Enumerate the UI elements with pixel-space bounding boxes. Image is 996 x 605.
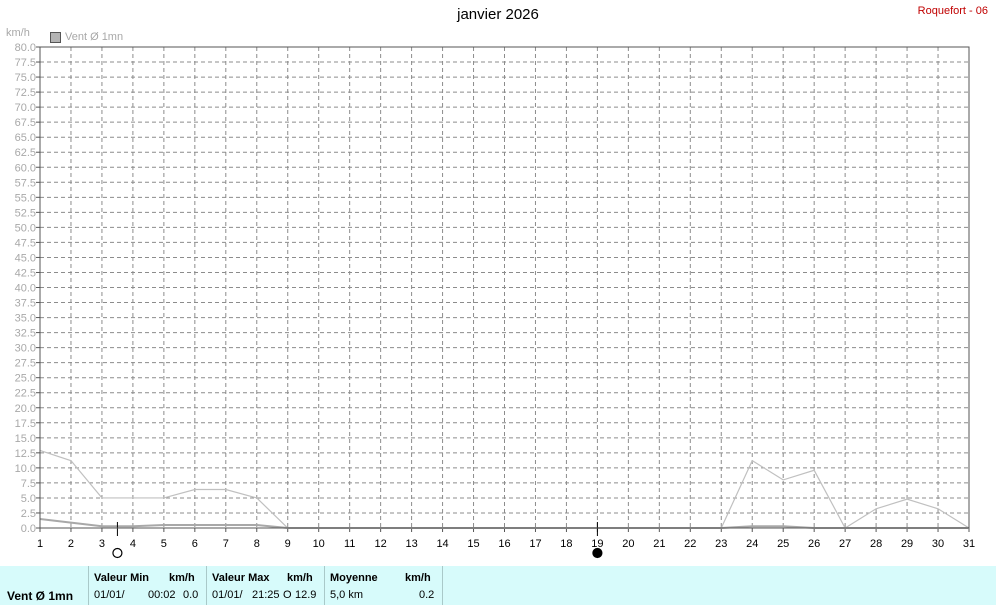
x-tick-label: 7	[223, 538, 229, 550]
x-tick-label: 16	[498, 538, 510, 550]
mean-label: Moyenne	[330, 572, 378, 584]
y-tick-label: 20.0	[15, 403, 36, 415]
x-tick-label: 31	[963, 538, 975, 550]
y-tick-label: 62.5	[15, 147, 36, 159]
footer-mean-cell: Moyenne km/h 5,0 km 0.2	[325, 566, 443, 605]
y-tick-label: 25.0	[15, 373, 36, 385]
y-tick-label: 75.0	[15, 72, 36, 84]
max-direction: O	[283, 589, 292, 601]
x-tick-label: 23	[715, 538, 727, 550]
y-tick-label: 55.0	[15, 192, 36, 204]
x-tick-label: 4	[130, 538, 136, 550]
chart-legend[interactable]: Vent Ø 1mn	[50, 31, 123, 43]
x-tick-label: 2	[68, 538, 74, 550]
plot-frame	[39, 46, 970, 529]
y-tick-label: 50.0	[15, 222, 36, 234]
y-tick-label: 67.5	[15, 117, 36, 129]
y-tick-label: 70.0	[15, 102, 36, 114]
x-tick-label: 19	[591, 538, 603, 550]
x-tick-label: 11	[344, 538, 355, 550]
x-tick-label: 10	[313, 538, 325, 550]
y-tick-label: 65.0	[15, 132, 36, 144]
max-label: Valeur Max	[212, 572, 270, 584]
footer-series-name: Vent Ø 1mn	[7, 589, 74, 603]
y-axis: 0.0 2.5 5.0 7.5 10.0 12.5 15.0 17.5 20.0 22.5 25.0…	[15, 42, 40, 535]
footer-series-cell: Vent Ø 1mn	[0, 566, 89, 605]
y-tick-label: 7.5	[21, 478, 36, 490]
y-tick-label: 47.5	[15, 237, 36, 249]
x-tick-label: 20	[622, 538, 634, 550]
y-tick-label: 12.5	[15, 448, 36, 460]
mean-distance: 5,0 km	[330, 589, 364, 601]
y-tick-label: 15.0	[15, 433, 36, 445]
y-tick-label: 27.5	[15, 358, 36, 370]
x-tick-label: 6	[192, 538, 198, 550]
x-tick-label: 29	[901, 538, 913, 550]
x-tick-label: 9	[285, 538, 291, 550]
y-tick-label: 32.5	[15, 328, 36, 340]
x-tick-label: 15	[467, 538, 479, 550]
x-tick-label: 3	[99, 538, 105, 550]
x-tick-label: 25	[777, 538, 789, 550]
station-name: Roquefort - 06	[917, 5, 988, 17]
x-tick-label: 5	[161, 538, 167, 550]
mean-unit: km/h	[405, 572, 431, 584]
x-tick-label: 13	[405, 538, 417, 550]
y-tick-label: 2.5	[21, 508, 36, 520]
footer-min-cell: Valeur Min km/h 01/01/ 00:02 0.0	[89, 566, 207, 605]
min-date: 01/01/	[94, 589, 125, 601]
x-tick-label: 14	[436, 538, 448, 550]
wind-chart: 0.0 2.5 5.0 7.5 10.0 12.5 15.0 17.5 20.0 22.5 25.0…	[15, 42, 975, 559]
x-tick-label: 30	[932, 538, 944, 550]
min-time: 00:02	[148, 589, 176, 601]
y-axis-unit: km/h	[6, 27, 30, 39]
x-tick-label: 12	[375, 538, 387, 550]
y-tick-label: 22.5	[15, 388, 36, 400]
x-tick-label: 26	[808, 538, 820, 550]
y-tick-label: 37.5	[15, 298, 36, 310]
y-tick-label: 72.5	[15, 87, 36, 99]
y-tick-label: 30.0	[15, 343, 36, 355]
x-tick-label: 8	[254, 538, 260, 550]
moon-phases	[112, 522, 603, 559]
legend-label: Vent Ø 1mn	[65, 31, 124, 43]
y-tick-label: 45.0	[15, 252, 36, 264]
y-tick-label: 17.5	[15, 418, 36, 430]
y-tick-label: 77.5	[15, 57, 36, 69]
min-label: Valeur Min	[94, 572, 150, 584]
x-tick-label: 27	[839, 538, 851, 550]
y-tick-label: 80.0	[15, 42, 36, 54]
x-axis: 1 2 3 4 5 6 7 8 9 10 11 12 13 14 15 16 17 18 19 20 21 22 23 24 2…	[37, 528, 975, 550]
x-tick-label: 21	[653, 538, 665, 550]
y-tick-label: 10.0	[15, 463, 36, 475]
y-tick-label: 0.0	[21, 523, 36, 535]
max-time: 21:25	[252, 589, 280, 601]
mean-value: 0.2	[419, 589, 435, 601]
y-tick-label: 40.0	[15, 283, 36, 295]
max-value: 12.9	[295, 589, 317, 601]
max-unit: km/h	[287, 572, 313, 584]
y-tick-label: 5.0	[21, 493, 36, 505]
y-tick-label: 60.0	[15, 162, 36, 174]
moon-full-icon	[112, 547, 123, 559]
x-tick-label: 18	[560, 538, 572, 550]
min-unit: km/h	[169, 572, 195, 584]
chart-grid	[40, 47, 969, 528]
x-tick-label: 24	[746, 538, 758, 550]
moon-new-icon	[592, 547, 603, 559]
x-tick-label: 22	[684, 538, 696, 550]
chart-title: janvier 2026	[457, 6, 539, 23]
y-tick-label: 35.0	[15, 313, 36, 325]
min-value: 0.0	[183, 589, 199, 601]
x-tick-label: 1	[37, 538, 43, 550]
y-tick-label: 42.5	[15, 267, 36, 279]
max-date: 01/01/	[212, 589, 243, 601]
x-tick-label: 28	[870, 538, 882, 550]
stats-footer: Vent Ø 1mn Valeur Min km/h 01/01/ 00:02 …	[0, 566, 996, 605]
y-tick-label: 57.5	[15, 177, 36, 189]
footer-max-cell: Valeur Max km/h 01/01/ 21:25 O 12.9	[207, 566, 325, 605]
legend-swatch-icon	[50, 31, 61, 43]
y-tick-label: 52.5	[15, 207, 36, 219]
x-tick-label: 17	[529, 538, 541, 550]
